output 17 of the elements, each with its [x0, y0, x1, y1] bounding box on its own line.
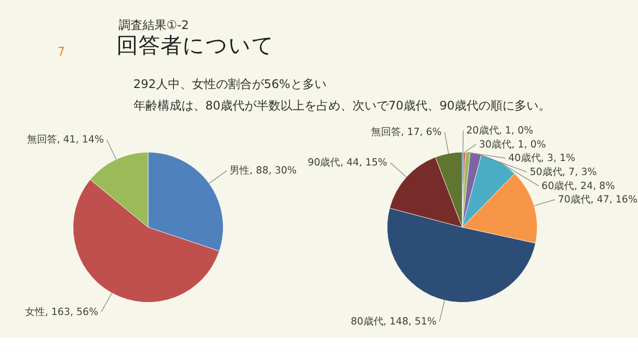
chart-subtitle: 調査結果①-2	[118, 18, 189, 32]
slice-label: 20歳代, 1, 0%	[466, 124, 534, 136]
slice-label: 女性, 163, 56%	[25, 306, 98, 318]
slice-label: 無回答, 41, 14%	[26, 134, 104, 146]
slice-label: 80歳代, 148, 51%	[350, 315, 437, 328]
slice-label: 70歳代, 47, 16%	[558, 194, 638, 206]
slice-label: 30歳代, 1, 0%	[478, 138, 546, 150]
text: 7	[57, 44, 66, 58]
slice-label: 男性, 88, 30%	[230, 164, 297, 177]
slice-label: 無回答, 17, 6%	[370, 126, 442, 138]
chart-title: 回答者について	[116, 33, 275, 58]
text: 年齢構成は、80歳代が半数以上を占め、次いで70歳代、90歳代の順に多い。	[133, 98, 551, 113]
slice-label: 40歳代, 3, 1%	[508, 152, 576, 164]
slice-label: 50歳代, 7, 3%	[530, 166, 597, 178]
text: 292人中、女性の割合が56%と多い	[133, 77, 326, 92]
slice-label: 60歳代, 24, 8%	[542, 180, 615, 192]
slice-label: 90歳代, 44, 15%	[308, 156, 388, 169]
